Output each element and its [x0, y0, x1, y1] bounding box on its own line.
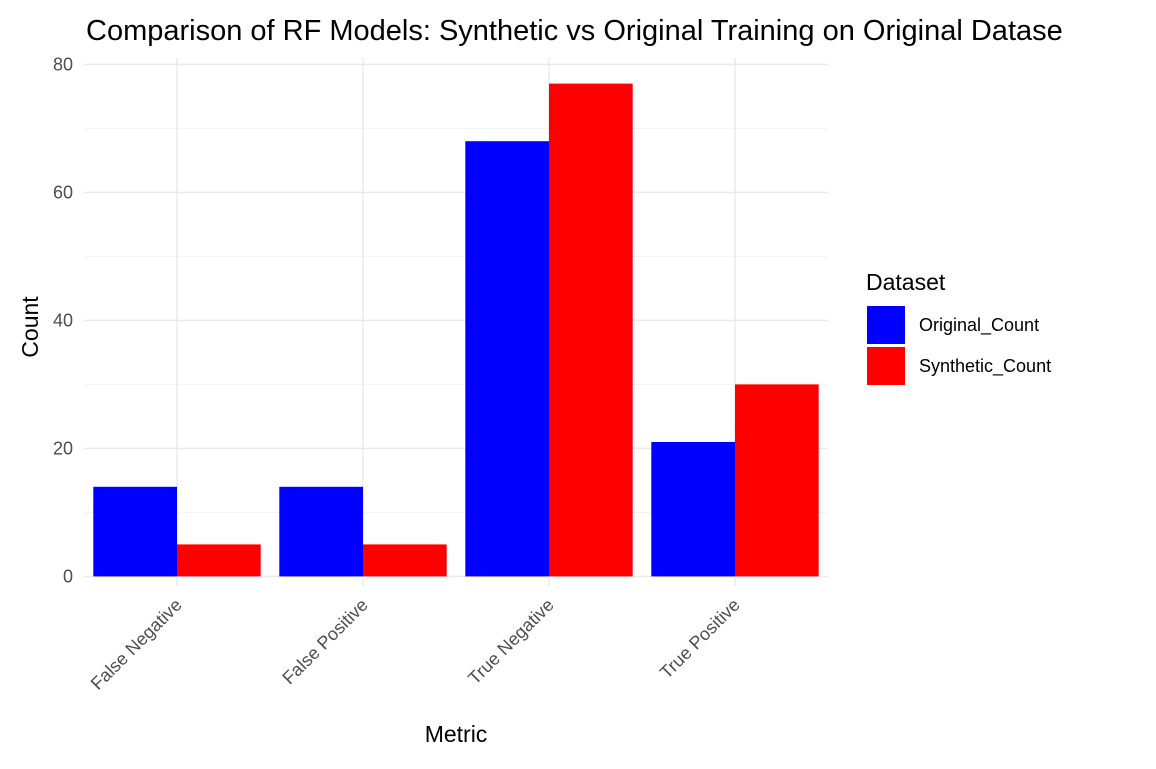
y-tick-label: 20: [53, 438, 73, 458]
legend-label: Original_Count: [919, 315, 1039, 336]
x-axis-ticks: False Negative False Positive True Negativ…: [87, 595, 744, 694]
x-tick-label: True Negative: [464, 595, 558, 689]
legend-items: Original_Count Synthetic_Count: [867, 306, 1051, 385]
y-axis-title: Count: [17, 296, 43, 358]
legend-key: [867, 347, 905, 385]
bar: [279, 486, 363, 577]
bar: [549, 83, 633, 577]
y-tick-label: 60: [53, 182, 73, 202]
legend-key: [867, 306, 905, 344]
legend: Dataset Original_Count Synthetic_Count: [866, 269, 1051, 385]
y-tick-label: 40: [53, 310, 73, 330]
legend-label: Synthetic_Count: [919, 356, 1051, 377]
x-tick-label: False Negative: [87, 595, 186, 694]
bar: [651, 442, 735, 577]
x-tick-label: True Positive: [656, 595, 744, 683]
y-tick-label: 0: [63, 566, 73, 586]
y-axis-ticks: 0 20 40 60 80: [53, 54, 73, 586]
bars: [93, 83, 819, 577]
chart-title: Comparison of RF Models: Synthetic vs Or…: [86, 15, 1063, 47]
bar: [93, 486, 177, 577]
y-tick-label: 80: [53, 54, 73, 74]
x-tick-label: False Positive: [278, 595, 371, 688]
bar: [363, 544, 447, 577]
legend-title: Dataset: [866, 269, 946, 295]
bar: [735, 384, 819, 577]
x-axis-title: Metric: [425, 721, 488, 747]
bar: [177, 544, 261, 577]
bar: [465, 141, 549, 577]
